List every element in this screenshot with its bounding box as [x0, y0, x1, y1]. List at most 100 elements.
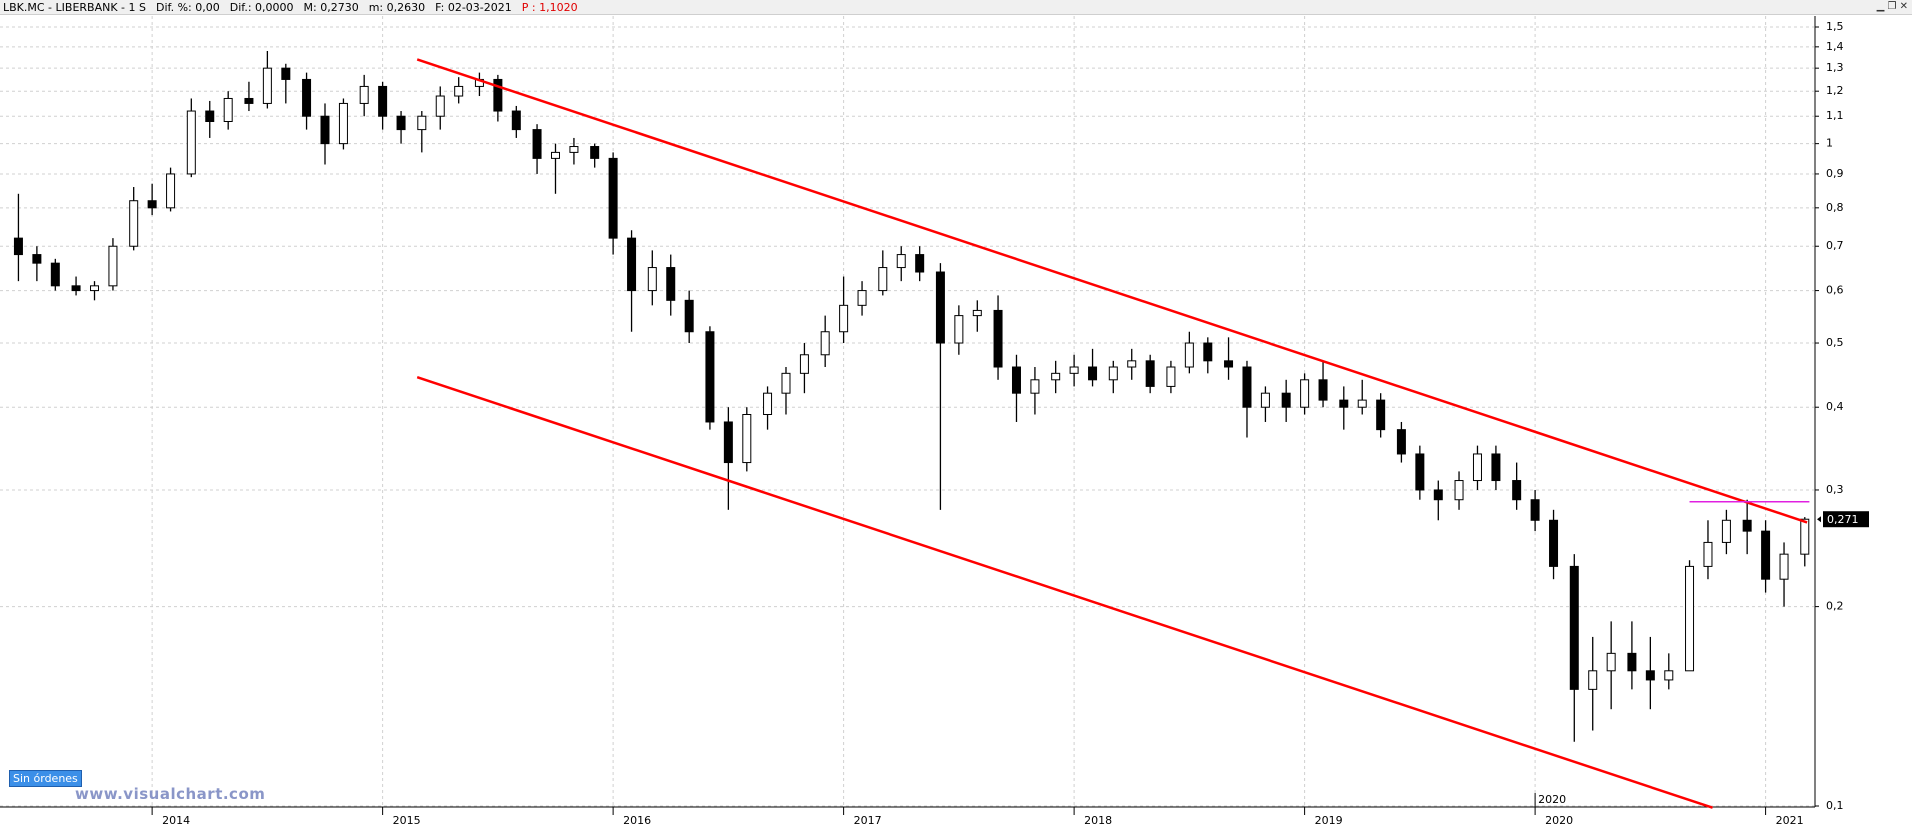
candle-body — [1318, 379, 1328, 401]
candle-body — [742, 414, 752, 464]
candle-body — [166, 173, 176, 209]
last-price-label: 0,271 — [1827, 513, 1859, 526]
candle-body — [590, 146, 600, 159]
candle-body — [954, 315, 964, 344]
candle-body — [666, 267, 676, 301]
x-tick-label: 2019 — [1315, 814, 1343, 827]
trend-line — [416, 376, 1713, 809]
candle-body — [1011, 366, 1021, 394]
candle-body — [1472, 453, 1482, 482]
candle-body — [1260, 392, 1270, 408]
candle-body — [281, 67, 291, 80]
x-tick-label: 2017 — [854, 814, 882, 827]
candle-body — [262, 67, 272, 104]
candle-body — [627, 237, 637, 292]
candle-body — [205, 110, 215, 122]
candle-body — [1088, 366, 1098, 381]
candle-body — [1224, 360, 1234, 368]
candle-body — [1549, 519, 1559, 567]
candle-body — [799, 354, 809, 374]
candle-body — [1664, 670, 1674, 681]
candle-body — [1127, 360, 1137, 368]
candle-body — [839, 304, 849, 333]
candle-body — [1569, 565, 1579, 690]
candle-body — [569, 146, 579, 153]
orders-button[interactable]: Sin órdenes — [9, 770, 82, 787]
candle-body — [71, 285, 81, 292]
candle-body — [1645, 670, 1655, 681]
last-price-tag — [1823, 511, 1869, 528]
candle-body — [1433, 489, 1443, 501]
candle-body — [493, 78, 503, 112]
candle-body — [244, 97, 254, 104]
candle-body — [1742, 519, 1752, 532]
candle-body — [32, 254, 42, 264]
candle-body — [1281, 392, 1291, 408]
y-tick-label: 1 — [1826, 137, 1833, 150]
y-tick-label: 0,8 — [1826, 201, 1844, 214]
header-item: m: 0,2630 — [368, 1, 426, 14]
candle-body — [1108, 366, 1118, 381]
candle-body — [511, 110, 521, 131]
candle-body — [723, 421, 733, 464]
candle-body — [1166, 366, 1176, 387]
candle-body — [454, 85, 464, 97]
header-item: P : 1,1020 — [521, 1, 578, 14]
candle-body — [647, 267, 657, 292]
candle-body — [763, 392, 773, 416]
y-tick-label: 1,5 — [1826, 20, 1844, 33]
candle-body — [417, 115, 427, 131]
y-tick-label: 0,2 — [1826, 600, 1844, 613]
candle-body — [13, 237, 23, 256]
candle-body — [1396, 429, 1406, 455]
candle-body — [1051, 372, 1061, 381]
candle-body — [50, 262, 60, 287]
x-tick-label: 2016 — [623, 814, 651, 827]
candle-body — [129, 200, 139, 247]
candle-body — [396, 115, 406, 131]
candle-body — [1779, 553, 1789, 580]
window-controls[interactable]: ▁ ❐ ✕ — [1876, 1, 1908, 12]
candle-body — [1415, 453, 1425, 491]
candle-body — [1339, 399, 1349, 408]
candle-body — [878, 267, 888, 292]
candle-body — [378, 85, 388, 117]
candle-body — [532, 129, 542, 159]
header-item: M: 0,2730 — [303, 1, 359, 14]
candle-body — [857, 290, 867, 306]
candle-body — [1030, 379, 1040, 394]
y-axis-panel — [1814, 16, 1912, 807]
x-tick-label: 2021 — [1776, 814, 1804, 827]
candle-body — [186, 110, 196, 175]
candle-body — [1184, 342, 1194, 368]
candle-body — [684, 299, 694, 333]
candle-body — [1606, 652, 1616, 672]
candle-body — [1242, 366, 1252, 408]
candle-body — [108, 245, 118, 287]
header-item: F: 02-03-2021 — [435, 1, 512, 14]
x-tick-label: 2014 — [162, 814, 190, 827]
candle-body — [1685, 565, 1695, 672]
candle-body — [896, 254, 906, 269]
header-bar: LBK.MC - LIBERBANK - 1 S Dif. %: 0,00 Dif.… — [0, 0, 1912, 15]
candle-body — [1454, 480, 1464, 501]
y-tick-label: 0,9 — [1826, 167, 1844, 180]
candle-body — [1376, 399, 1386, 431]
header-item: LBK.MC - LIBERBANK - 1 S — [3, 1, 146, 14]
candle-body — [223, 97, 233, 122]
x-tick-label: 2018 — [1084, 814, 1112, 827]
candle-body — [1069, 366, 1079, 374]
candle-body — [1703, 541, 1713, 567]
y-tick-label: 1,4 — [1826, 40, 1844, 53]
header-item: Dif. %: 0,00 — [155, 1, 220, 14]
candle-body — [147, 200, 157, 209]
candle-body — [1588, 670, 1598, 690]
candle-body — [1721, 519, 1731, 543]
candle-body — [90, 285, 100, 292]
candle-body — [1203, 342, 1213, 362]
candle-body — [1512, 480, 1522, 501]
y-tick-label: 0,1 — [1826, 799, 1844, 812]
y-tick-label: 1,1 — [1826, 109, 1844, 122]
